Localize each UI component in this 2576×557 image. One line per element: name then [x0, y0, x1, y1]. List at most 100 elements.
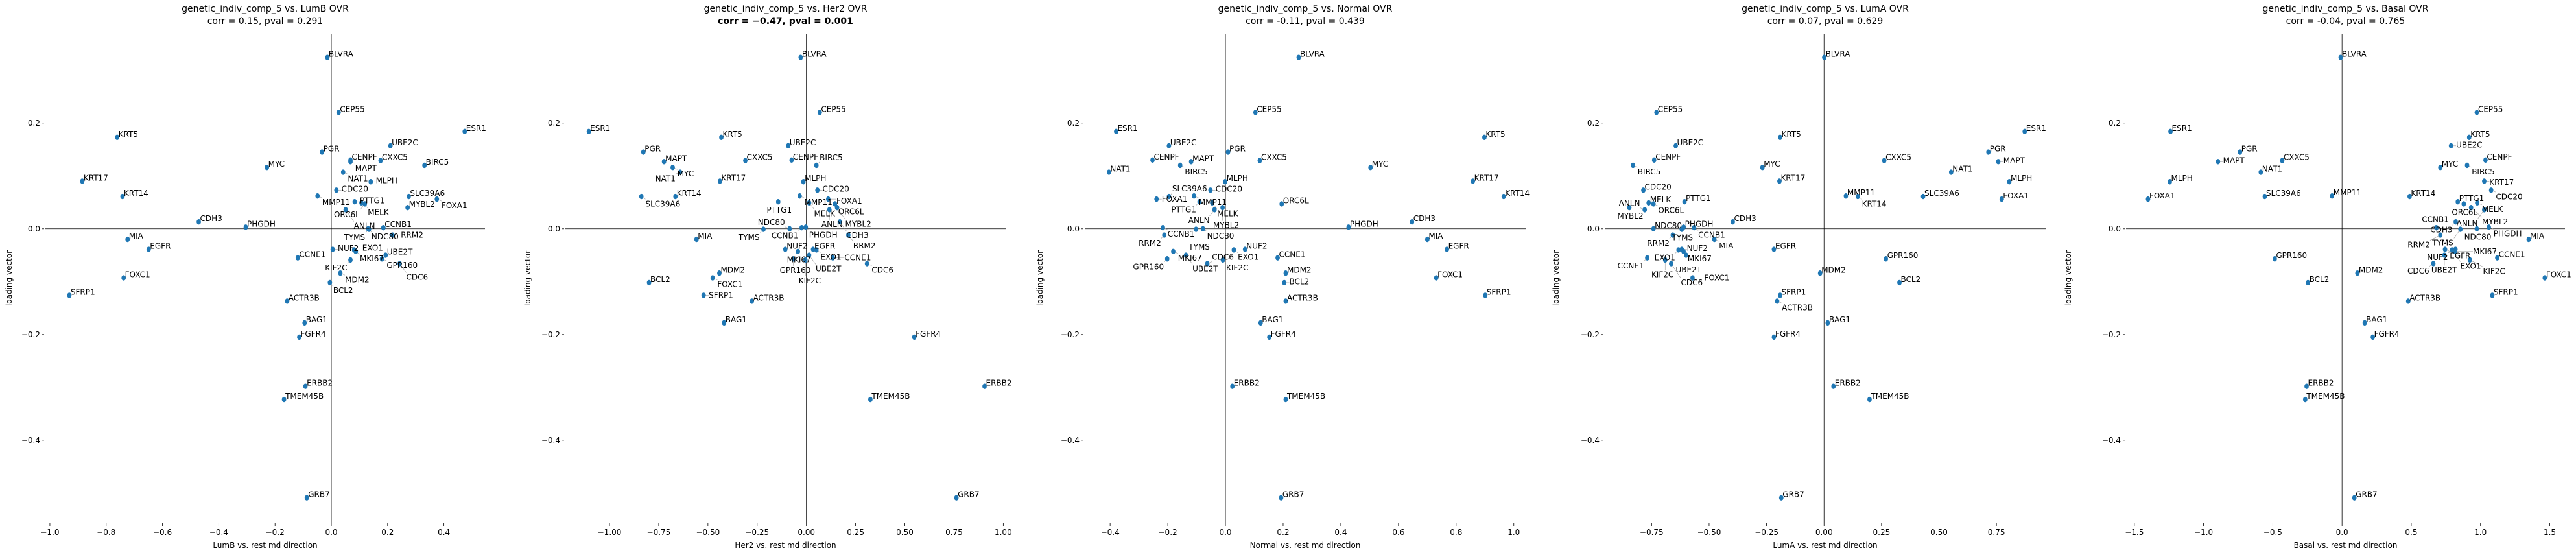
point-label: ESR1 [1117, 124, 1137, 133]
point-label: RRM2 [2407, 241, 2430, 250]
point-egfr [146, 246, 151, 252]
point-label: PTTG1 [360, 196, 385, 206]
point-tmem45b [281, 396, 287, 403]
point-label: MMP11 [2334, 188, 2361, 197]
point-label: GRB7 [1282, 490, 1305, 499]
point-label: GRB7 [1782, 490, 1804, 499]
point-label: GPR160 [2276, 251, 2307, 260]
point-label: PHGDH [809, 231, 838, 240]
point-mki67 [1681, 248, 1686, 255]
point-pgr [1225, 149, 1231, 155]
x-tick-label: 0.50 [1930, 528, 1948, 537]
point-label: CENPF [1154, 152, 1179, 161]
point-label: BAG1 [1262, 315, 1283, 324]
point-label: SLC39A6 [2266, 189, 2301, 198]
point-ube2t [1183, 252, 1188, 258]
scatter-panel-2: genetic_indiv_comp_5 vs. Her2 OVR corr = … [523, 4, 1012, 550]
point-phgdh [803, 224, 809, 230]
point-blvra [2338, 54, 2343, 60]
point-orc6l [1651, 201, 1656, 207]
point-label: PGR [644, 145, 661, 154]
x-tick-label: 0.25 [1873, 528, 1891, 537]
point-label: KRT17 [721, 173, 746, 182]
point-label: TMEM45B [871, 392, 910, 401]
point-blvra [1296, 54, 1301, 60]
point-label: NUF2 [338, 244, 359, 253]
point-ndc80 [1651, 226, 1656, 231]
point-blvra [1822, 54, 1826, 60]
point-cdc6 [1669, 261, 1673, 267]
point-label: TMEM45B [2306, 392, 2345, 401]
point-label: CDC6 [406, 272, 428, 281]
point-label: UBE2T [1676, 265, 1702, 274]
point-label: KIF2C [1651, 270, 1673, 279]
point-label: CXXC5 [747, 153, 773, 162]
point-mmp11 [1192, 193, 1196, 199]
point-label: MLPH [2171, 174, 2192, 183]
point-label: EXO1 [1655, 254, 1675, 263]
point-mapt [1996, 159, 2001, 165]
point-label: PGR [324, 145, 340, 154]
point-label: CENPF [2487, 152, 2512, 161]
point-phgdh [1346, 224, 1351, 230]
point-mapt [1188, 159, 1194, 165]
point-grb7 [954, 495, 959, 501]
point-mybl2 [834, 204, 840, 211]
point-krt14 [2407, 193, 2412, 200]
point-exo1 [814, 247, 819, 253]
point-slc39a6 [1920, 193, 1926, 200]
point-ccnb1 [381, 224, 386, 231]
point-mlph [1223, 179, 1227, 185]
point-label: MAPT [665, 154, 687, 163]
point-ccnb1 [2434, 224, 2439, 231]
point-label: KRT5 [1485, 130, 1505, 139]
point-label: CDC6 [1212, 253, 1234, 262]
point-nuf2 [1242, 246, 1247, 252]
point-label: UBE2T [2431, 266, 2457, 275]
point-label: CDC20 [822, 185, 849, 194]
point-mki67 [796, 248, 801, 255]
point-label: NDC80 [1207, 231, 1235, 241]
point-label: BAG1 [726, 315, 747, 324]
point-fgfr4 [1267, 334, 1272, 340]
y-tick-label: −0.2 [2102, 330, 2121, 339]
point-label: NDC80 [2464, 233, 2492, 242]
point-label: KRT5 [1782, 130, 1801, 139]
point-mki67 [353, 248, 359, 255]
point-cxxc5 [1882, 158, 1887, 163]
point-melk [1646, 200, 1651, 206]
point-mki67 [1171, 248, 1176, 255]
chart-title: genetic_indiv_comp_5 vs. LumA OVR [1742, 4, 1909, 14]
point-label: MLPH [2011, 174, 2032, 183]
point-label: UBE2C [2456, 140, 2483, 149]
point-label: MYBL2 [2482, 217, 2508, 226]
x-tick-label: −0.50 [696, 528, 720, 537]
chart-title: genetic_indiv_comp_5 vs. Normal OVR [1218, 4, 1393, 14]
y-tick-label: 0.2 [1587, 119, 1600, 128]
point-label: KRT17 [84, 173, 108, 182]
point-label: NAT1 [348, 174, 368, 184]
point-tmem45b [868, 396, 873, 403]
point-label: NAT1 [1110, 165, 1130, 174]
y-tick-label: 0.2 [28, 119, 40, 128]
point-label: MLPH [1227, 174, 1248, 183]
point-label: ANLN [354, 222, 375, 231]
point-label: BLVRA [1300, 50, 1325, 59]
point-label: KRT14 [1505, 189, 1530, 198]
point-mdm2 [338, 270, 343, 276]
point-label: BCL2 [1901, 275, 1921, 284]
point-foxa1 [2145, 196, 2151, 202]
point-mybl2 [1627, 204, 1632, 211]
x-tick-label: 0.4 [438, 528, 450, 537]
point-birc5 [1177, 162, 1183, 169]
point-mlph [801, 179, 806, 185]
point-ccnb1 [1692, 224, 1697, 231]
point-label: FGFR4 [1775, 329, 1801, 338]
point-label: MYC [2442, 160, 2458, 169]
x-tick-label: 1.0 [2474, 528, 2487, 537]
point-anln [2482, 207, 2487, 213]
point-label: UBE2C [1677, 138, 1704, 147]
x-tick-label: −0.6 [153, 528, 172, 537]
point-erbb2 [982, 383, 987, 389]
point-label: ERBB2 [986, 379, 1012, 388]
